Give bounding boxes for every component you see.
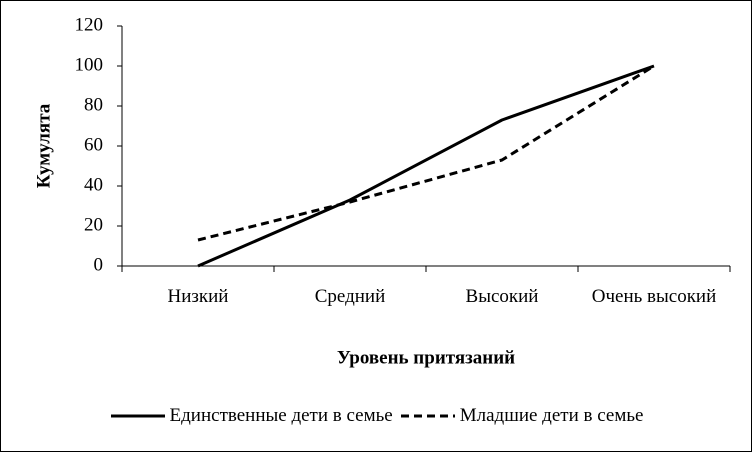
series-line (197, 64, 655, 268)
y-axis-title: Кумулята (33, 103, 54, 188)
y-tick-label: 80 (84, 94, 103, 115)
x-tick-label: Очень высокий (591, 286, 717, 307)
x-tick-label: Высокий (465, 286, 539, 307)
series-line (197, 64, 655, 242)
y-tick-label: 120 (75, 14, 104, 35)
legend: Единственные дети в семье Младшие дети в … (1, 405, 751, 427)
legend-item: Младшие дети в семье (399, 405, 644, 427)
y-tick-label: 40 (84, 174, 103, 195)
legend-swatch (110, 414, 165, 418)
x-axis-title: Уровень притязаний (337, 347, 515, 368)
legend-label: Единственные дети в семье (169, 405, 393, 426)
y-tick-label: 100 (75, 54, 104, 75)
legend-label: Младшие дети в семье (459, 405, 644, 426)
legend-item: Единственные дети в семье (109, 405, 393, 427)
x-tick-label: Низкий (167, 286, 229, 307)
y-tick-label: 20 (84, 214, 103, 235)
x-tick-label: Средний (314, 286, 386, 307)
y-tick-label: 0 (94, 254, 104, 275)
legend-swatch (400, 414, 455, 418)
y-tick-label: 60 (84, 134, 103, 155)
